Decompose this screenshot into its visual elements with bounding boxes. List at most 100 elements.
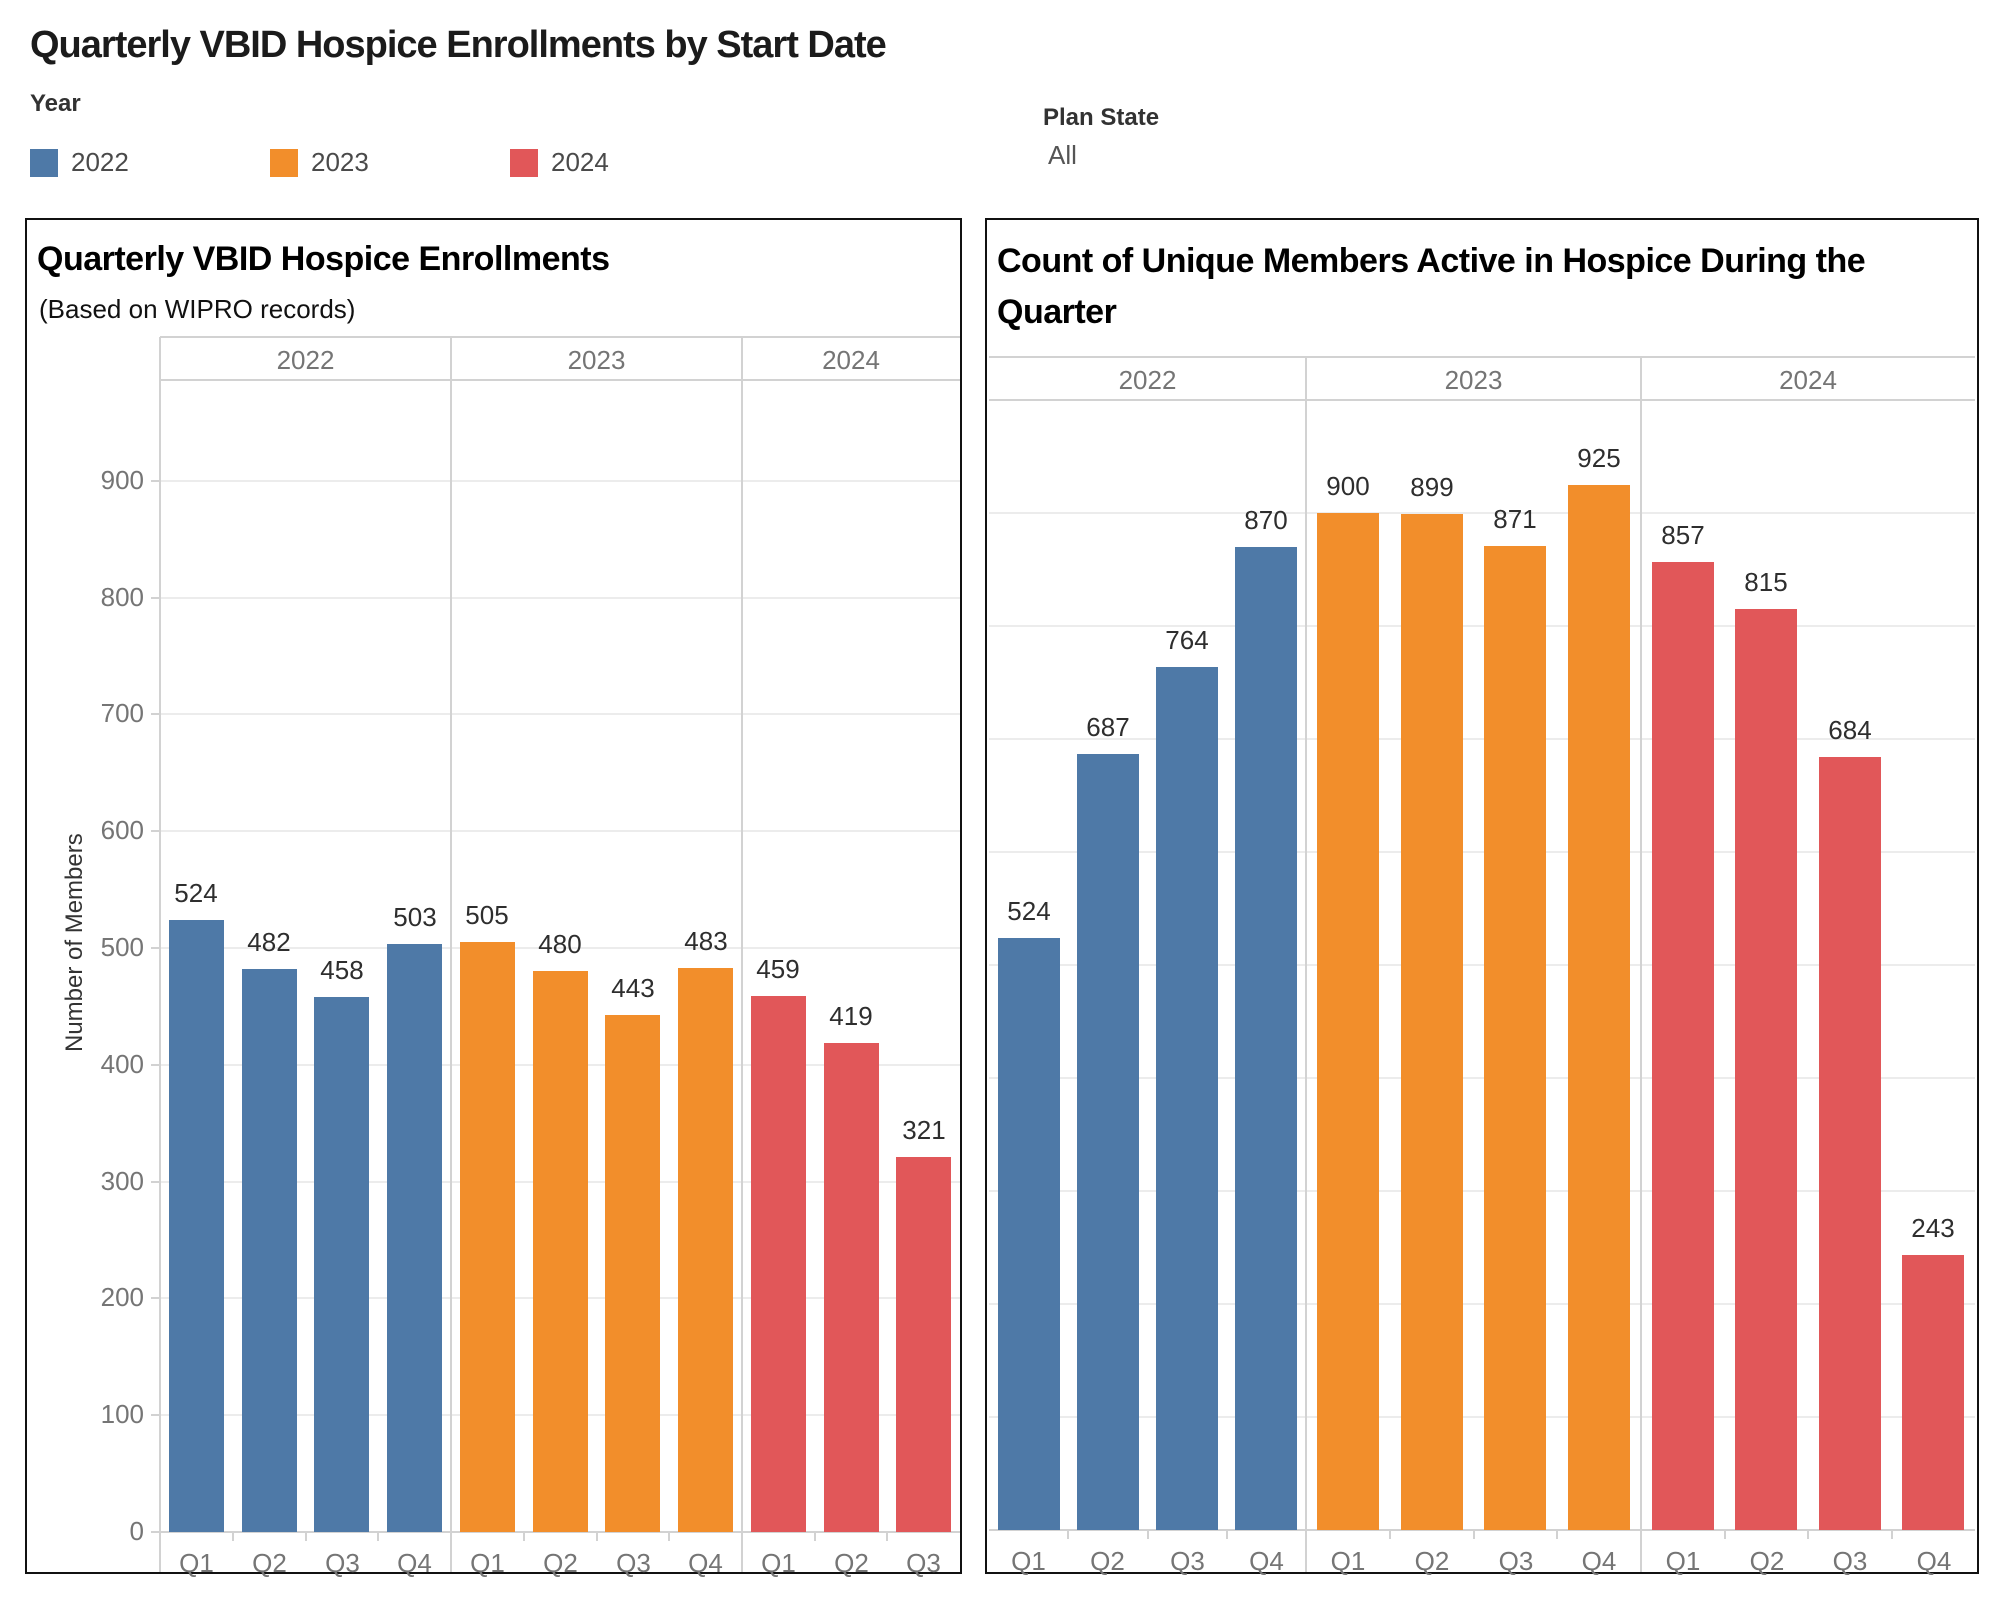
y-axis-tick-label: 0 [129,1516,144,1546]
x-axis-tick [814,1532,816,1541]
bar[interactable] [678,968,733,1532]
active-members-chart-title: Count of Unique Members Active in Hospic… [997,242,1866,331]
y-axis-tick [151,1297,160,1299]
x-axis-tick [668,1532,670,1541]
x-axis-tick [377,1532,379,1541]
gridline [160,947,960,949]
legend-item-label: 2022 [71,147,129,177]
bar[interactable] [533,971,588,1532]
pane-year-header: 2023 [1444,365,1503,395]
x-axis-tick [1556,1530,1558,1539]
bar[interactable] [169,920,224,1532]
axis-line [160,1531,960,1533]
bar-value-label: 684 [1828,715,1872,745]
gridline [989,851,1975,853]
quarter-label: Q2 [1090,1546,1125,1576]
y-axis-tick [151,1181,160,1183]
quarter-label: Q3 [906,1548,941,1578]
bar[interactable] [896,1157,951,1532]
plan-state-filter-value[interactable]: All [1048,140,1077,170]
bar[interactable] [1317,513,1379,1530]
gridline [989,1190,1975,1192]
x-axis-tick [1226,1530,1228,1539]
bar[interactable] [1902,1255,1964,1530]
legend-item-label: 2023 [311,147,369,177]
bar-value-label: 505 [465,900,509,930]
legend-swatch-2022 [30,148,58,177]
pane-separator [741,337,743,1572]
y-axis-tick-label: 900 [100,465,144,495]
y-axis-tick [151,830,160,832]
gridline [989,964,1975,966]
y-axis-tick-label: 400 [100,1049,144,1079]
pane-year-header: 2022 [276,345,335,375]
bar-value-label: 419 [829,1001,873,1031]
legend-swatch-2023 [270,148,298,177]
y-axis-tick-label: 200 [100,1282,144,1312]
bar[interactable] [1819,757,1881,1530]
quarter-label: Q1 [1011,1546,1046,1576]
y-axis-tick [151,713,160,715]
enrollments-chart-subtitle: (Based on WIPRO records) [39,294,356,324]
axis-line [989,399,1975,401]
bar[interactable] [242,969,297,1532]
bar-value-label: 925 [1577,443,1621,473]
bar-value-label: 871 [1493,504,1537,534]
quarter-label: Q1 [1330,1546,1366,1576]
y-axis-tick [151,1531,160,1533]
quarter-label: Q2 [252,1548,287,1578]
y-axis-tick-label: 500 [100,932,144,962]
bar[interactable] [824,1043,879,1532]
quarter-label: Q3 [325,1548,360,1578]
gridline [989,512,1975,514]
bar[interactable] [1156,667,1218,1530]
x-axis-tick [1389,1530,1391,1539]
gridline [989,738,1975,740]
bar-value-label: 321 [902,1115,946,1145]
pane-separator [1305,357,1307,1572]
bar[interactable] [1484,546,1546,1530]
bar[interactable] [1568,485,1630,1530]
x-axis-tick [305,1532,307,1541]
legend-item-2023[interactable]: 2023 [270,147,369,178]
axis-line [989,1529,1975,1531]
bar-value-label: 459 [756,954,800,984]
bar[interactable] [460,942,515,1532]
y-axis-tick [151,1064,160,1066]
x-axis-tick [1147,1530,1149,1539]
quarter-label: Q1 [761,1548,796,1578]
quarter-label: Q4 [1916,1546,1952,1576]
bar[interactable] [387,944,442,1532]
pane-year-header: 2024 [822,345,880,375]
x-axis-tick [232,1532,234,1541]
quarter-label: Q3 [1498,1546,1534,1576]
active-members-chart-panel: Count of Unique Members Active in Hospic… [985,218,1979,1576]
gridline [989,1077,1975,1079]
quarter-label: Q3 [616,1548,651,1578]
bar-value-label: 443 [611,973,655,1003]
bar[interactable] [1077,754,1139,1530]
bar[interactable] [1735,609,1797,1530]
bar-value-label: 482 [247,927,291,957]
x-axis-tick [1724,1530,1726,1539]
quarter-label: Q1 [179,1548,214,1578]
y-axis-tick [151,1414,160,1416]
pane-year-header: 2022 [1118,365,1177,395]
bar[interactable] [751,996,806,1532]
bar[interactable] [1652,562,1714,1530]
bar[interactable] [314,997,369,1532]
enrollments-chart-panel: Quarterly VBID Hospice Enrollments (Base… [25,218,962,1578]
y-axis-tick-label: 800 [100,582,144,612]
y-axis-tick-label: 700 [100,698,144,728]
bar[interactable] [605,1015,660,1532]
bar[interactable] [1401,514,1463,1530]
legend-item-2022[interactable]: 2022 [30,147,129,178]
bar[interactable] [1235,547,1297,1530]
active-members-chart-plot: 2022 524 Q1 687 Q2 764 Q3 870 Q4 2023 900 Q1 899 Q2 87… [987,220,1977,1576]
quarter-label: Q2 [1414,1546,1450,1576]
bar[interactable] [998,938,1060,1530]
legend-item-2024[interactable]: 2024 [510,147,609,178]
bar-value-label: 687 [1086,712,1130,742]
x-axis-tick [596,1532,598,1541]
